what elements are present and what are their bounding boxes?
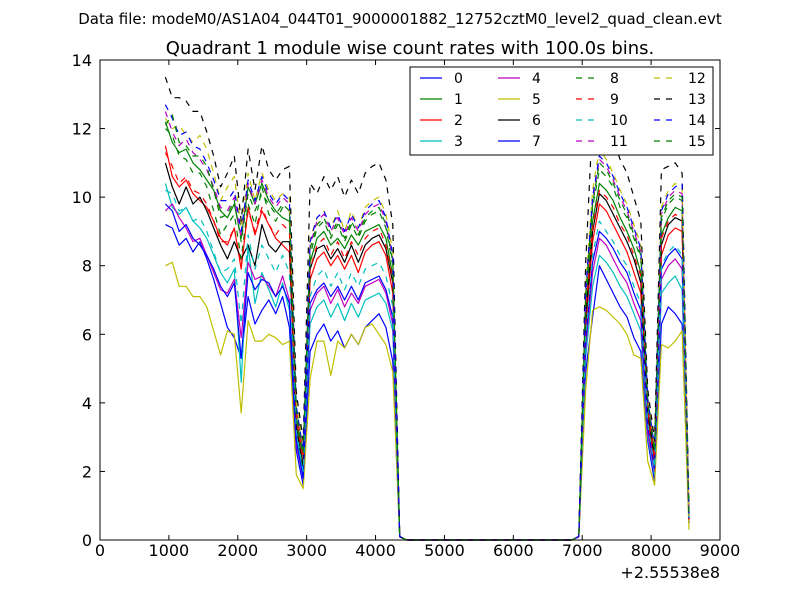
- x-tick-label: 2000: [217, 541, 258, 560]
- legend-label-0: 0: [454, 71, 463, 87]
- legend-label-6: 6: [532, 113, 541, 129]
- y-tick-label: 6: [82, 325, 92, 344]
- legend-label-7: 7: [532, 134, 541, 150]
- figure-suptitle: Data file: modeM0/AS1A04_044T01_90000018…: [78, 10, 722, 29]
- chart-title: Quadrant 1 module wise count rates with …: [166, 38, 655, 59]
- y-tick-label: 0: [82, 531, 92, 550]
- legend-label-5: 5: [532, 92, 541, 108]
- x-tick-label: 5000: [424, 541, 465, 560]
- series-line-2: [164, 145, 690, 541]
- y-tick-label: 4: [82, 394, 92, 413]
- series-line-11: [164, 111, 690, 541]
- legend-label-8: 8: [610, 71, 619, 87]
- x-axis-offset-label: +2.55538e8: [620, 563, 720, 582]
- legend-label-2: 2: [454, 113, 463, 129]
- x-tick-label: 3000: [286, 541, 327, 560]
- x-tick-label: 7000: [562, 541, 603, 560]
- series-line-14: [164, 104, 690, 541]
- plot-area-frame: [99, 59, 721, 541]
- x-tick-label: 6000: [493, 541, 534, 560]
- legend-label-4: 4: [532, 71, 541, 87]
- x-tick-label: 8000: [631, 541, 672, 560]
- legend-label-13: 13: [688, 92, 706, 108]
- legend-label-3: 3: [454, 134, 463, 150]
- y-tick-label: 2: [82, 462, 92, 481]
- x-tick-label: 9000: [700, 541, 741, 560]
- legend-label-14: 14: [688, 113, 706, 129]
- x-tick-label: 4000: [355, 541, 396, 560]
- legend-label-9: 9: [610, 92, 619, 108]
- y-tick-label: 14: [72, 51, 92, 70]
- legend-label-1: 1: [454, 92, 463, 108]
- y-tick-label: 8: [82, 257, 92, 276]
- legend-label-12: 12: [688, 71, 706, 87]
- legend-label-10: 10: [610, 113, 628, 129]
- legend-label-15: 15: [688, 134, 706, 150]
- x-tick-label: 1000: [149, 541, 190, 560]
- legend-frame: [409, 66, 714, 156]
- y-tick-label: 10: [72, 188, 92, 207]
- x-tick-label: 0: [95, 541, 105, 560]
- legend-label-11: 11: [610, 134, 628, 150]
- x-axis-ticks: 0 1000 2000 3000 4000 5000 6000 7000 8000 9000: [95, 60, 740, 560]
- y-tick-label: 12: [72, 120, 92, 139]
